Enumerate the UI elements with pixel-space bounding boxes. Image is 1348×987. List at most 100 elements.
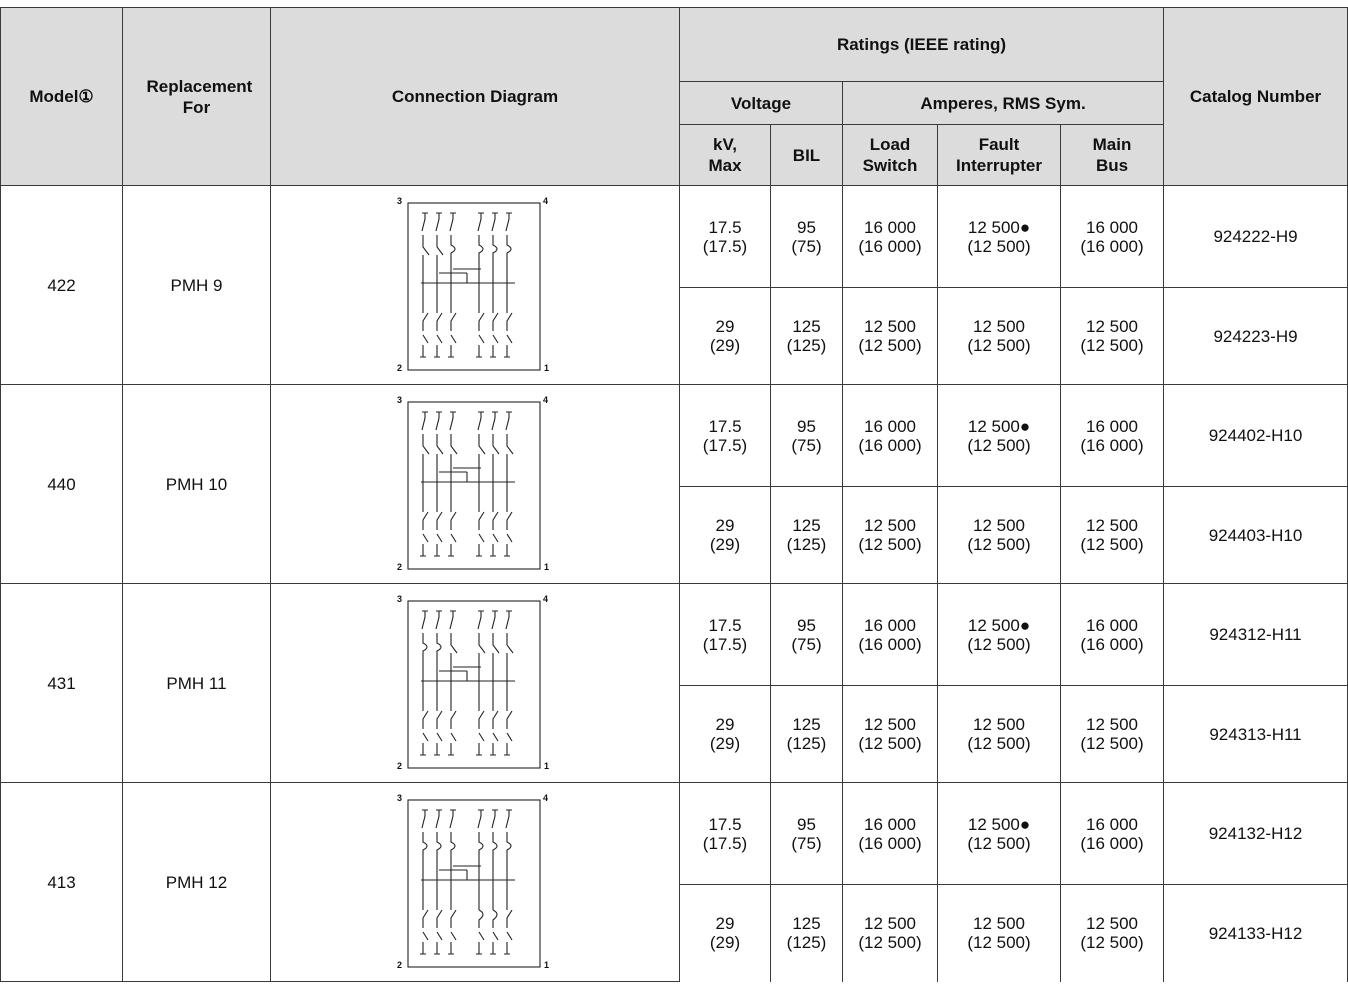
main-bus-cell: 12 500 (12 500) bbox=[1060, 287, 1164, 385]
col-header-amperes: Amperes, RMS Sym. bbox=[842, 81, 1164, 125]
replacement-cell: PMH 11 bbox=[122, 583, 271, 783]
bil-ieee-value: (75) bbox=[791, 236, 822, 256]
catalog-number-cell: 924133-H12 bbox=[1163, 884, 1348, 982]
kv-max-cell: 29 (29) bbox=[679, 287, 771, 385]
load-switch-cell: 12 500 (12 500) bbox=[842, 287, 938, 385]
bil-ieee-value: (125) bbox=[786, 336, 827, 355]
bil-cell: 95 (75) bbox=[770, 185, 843, 288]
col-header-catalog-number: Catalog Number bbox=[1163, 7, 1348, 186]
connection-diagram: 3 4 2 1 bbox=[397, 196, 549, 373]
bil-ieee-value: (75) bbox=[791, 435, 822, 455]
bil-value: 125 bbox=[792, 914, 821, 934]
terminal-3-label: 3 bbox=[397, 196, 402, 206]
fault-interrupter-cell: 12 500 (12 500) bbox=[937, 884, 1061, 982]
connection-diagram-cell: 3 4 2 1 bbox=[270, 782, 680, 982]
bil-cell: 125 (125) bbox=[770, 287, 843, 385]
fault-interrupter-ieee-value: (12 500) bbox=[967, 634, 1031, 654]
load-switch-value: 12 500 bbox=[864, 914, 916, 934]
col-header-model: Model① bbox=[0, 7, 123, 186]
load-switch-cell: 16 000 (16 000) bbox=[842, 185, 938, 288]
connection-diagram-cell: 3 4 2 1 bbox=[270, 583, 680, 783]
kv-max-value: 17.5 bbox=[708, 814, 742, 834]
switch-wiring bbox=[420, 610, 515, 756]
load-switch-cell: 16 000 (16 000) bbox=[842, 384, 938, 487]
col-header-voltage: Voltage bbox=[679, 81, 843, 125]
kv-max-ieee-value: (29) bbox=[709, 933, 741, 953]
main-bus-cell: 12 500 (12 500) bbox=[1060, 884, 1164, 982]
fault-interrupter-ieee-value: (12 500) bbox=[967, 336, 1031, 355]
connection-diagram: 3 4 2 1 bbox=[397, 594, 549, 771]
fault-interrupter-cell: 12 500● (12 500) bbox=[937, 782, 1061, 885]
load-switch-value: 16 000 bbox=[864, 217, 916, 237]
diagram-frame bbox=[407, 600, 541, 769]
catalog-number-cell: 924312-H11 bbox=[1163, 583, 1348, 686]
bil-cell: 95 (75) bbox=[770, 384, 843, 487]
kv-max-value: 29 bbox=[715, 317, 735, 336]
table-row: 29 (29) 125 (125) 12 500 (12 500) 12 500 (12 50… bbox=[1, 685, 1348, 783]
kv-max-cell: 29 (29) bbox=[679, 685, 771, 783]
bil-cell: 95 (75) bbox=[770, 583, 843, 686]
load-switch-ieee-value: (12 500) bbox=[858, 734, 922, 753]
load-switch-ieee-value: (12 500) bbox=[858, 535, 922, 554]
main-bus-cell: 12 500 (12 500) bbox=[1060, 685, 1164, 783]
bil-ieee-value: (75) bbox=[791, 634, 822, 654]
terminal-3-label: 3 bbox=[397, 594, 402, 604]
model-cell: 422 bbox=[0, 185, 123, 385]
terminal-1-label: 1 bbox=[544, 761, 549, 771]
bil-value: 125 bbox=[792, 516, 821, 535]
connection-diagram: 3 4 2 1 bbox=[397, 793, 549, 970]
load-switch-value: 16 000 bbox=[864, 814, 916, 834]
main-bus-cell: 16 000 (16 000) bbox=[1060, 782, 1164, 885]
bil-value: 125 bbox=[792, 715, 821, 734]
fault-interrupter-value: 12 500 bbox=[973, 516, 1025, 535]
terminal-4-label: 4 bbox=[543, 793, 548, 803]
kv-max-cell: 17.5 (17.5) bbox=[679, 185, 771, 288]
main-bus-cell: 16 000 (16 000) bbox=[1060, 384, 1164, 487]
kv-max-ieee-value: (17.5) bbox=[702, 236, 748, 256]
replacement-cell: PMH 12 bbox=[122, 782, 271, 982]
bil-ieee-value: (125) bbox=[786, 535, 827, 554]
kv-max-ieee-value: (29) bbox=[709, 336, 741, 355]
terminal-2-label: 2 bbox=[397, 761, 402, 771]
diagram-frame bbox=[407, 401, 541, 570]
replacement-cell: PMH 9 bbox=[122, 185, 271, 385]
bil-value: 95 bbox=[797, 217, 816, 237]
col-header-load-switch: Load Switch bbox=[842, 124, 938, 186]
switch-wiring bbox=[420, 212, 515, 358]
table-row: 413 PMH 12 3 4 2 1 17.5 (17.5) 95 (75) 16 000 (16 0… bbox=[0, 782, 1348, 982]
fault-interrupter-value: 12 500 bbox=[973, 317, 1025, 336]
table-row: 29 (29) 125 (125) 12 500 (12 500) 12 500 (12 50… bbox=[1, 486, 1348, 584]
connection-diagram-cell: 3 4 2 1 bbox=[270, 384, 680, 584]
fault-interrupter-value: 12 500● bbox=[967, 615, 1031, 635]
col-header-fault-interrupter: Fault Interrupter bbox=[937, 124, 1061, 186]
catalog-number-cell: 924403-H10 bbox=[1163, 486, 1348, 584]
terminal-4-label: 4 bbox=[543, 594, 548, 604]
terminal-2-label: 2 bbox=[397, 960, 402, 970]
load-switch-cell: 16 000 (16 000) bbox=[842, 782, 938, 885]
model-cell: 440 bbox=[0, 384, 123, 584]
diagram-frame bbox=[407, 202, 541, 371]
kv-max-ieee-value: (17.5) bbox=[702, 634, 748, 654]
load-switch-cell: 12 500 (12 500) bbox=[842, 884, 938, 982]
col-header-kv-max: kV, Max bbox=[679, 124, 771, 186]
bil-ieee-value: (125) bbox=[786, 734, 827, 753]
load-switch-ieee-value: (12 500) bbox=[858, 933, 922, 953]
main-bus-value: 12 500 bbox=[1086, 914, 1138, 934]
bil-cell: 95 (75) bbox=[770, 782, 843, 885]
table-row: 440 PMH 10 3 4 2 1 17.5 (17.5) 95 (75) 16 000 (16 0… bbox=[0, 384, 1348, 584]
bil-value: 95 bbox=[797, 814, 816, 834]
table-row: 431 PMH 11 3 4 2 1 17.5 (17.5) 95 (75) 16 000 (16 0… bbox=[0, 583, 1348, 783]
main-bus-ieee-value: (16 000) bbox=[1080, 435, 1144, 455]
load-switch-ieee-value: (16 000) bbox=[858, 236, 922, 256]
switch-wiring bbox=[420, 411, 515, 557]
ratings-table: Model① Replacement For Connection Diagra… bbox=[0, 7, 1348, 982]
terminal-1-label: 1 bbox=[544, 562, 549, 572]
fault-interrupter-ieee-value: (12 500) bbox=[967, 833, 1031, 853]
fault-interrupter-cell: 12 500 (12 500) bbox=[937, 486, 1061, 584]
load-switch-ieee-value: (12 500) bbox=[858, 336, 922, 355]
catalog-number-cell: 924223-H9 bbox=[1163, 287, 1348, 385]
load-switch-value: 12 500 bbox=[864, 715, 916, 734]
fault-interrupter-value: 12 500 bbox=[973, 715, 1025, 734]
kv-max-ieee-value: (29) bbox=[709, 734, 741, 753]
kv-max-value: 29 bbox=[715, 914, 735, 934]
